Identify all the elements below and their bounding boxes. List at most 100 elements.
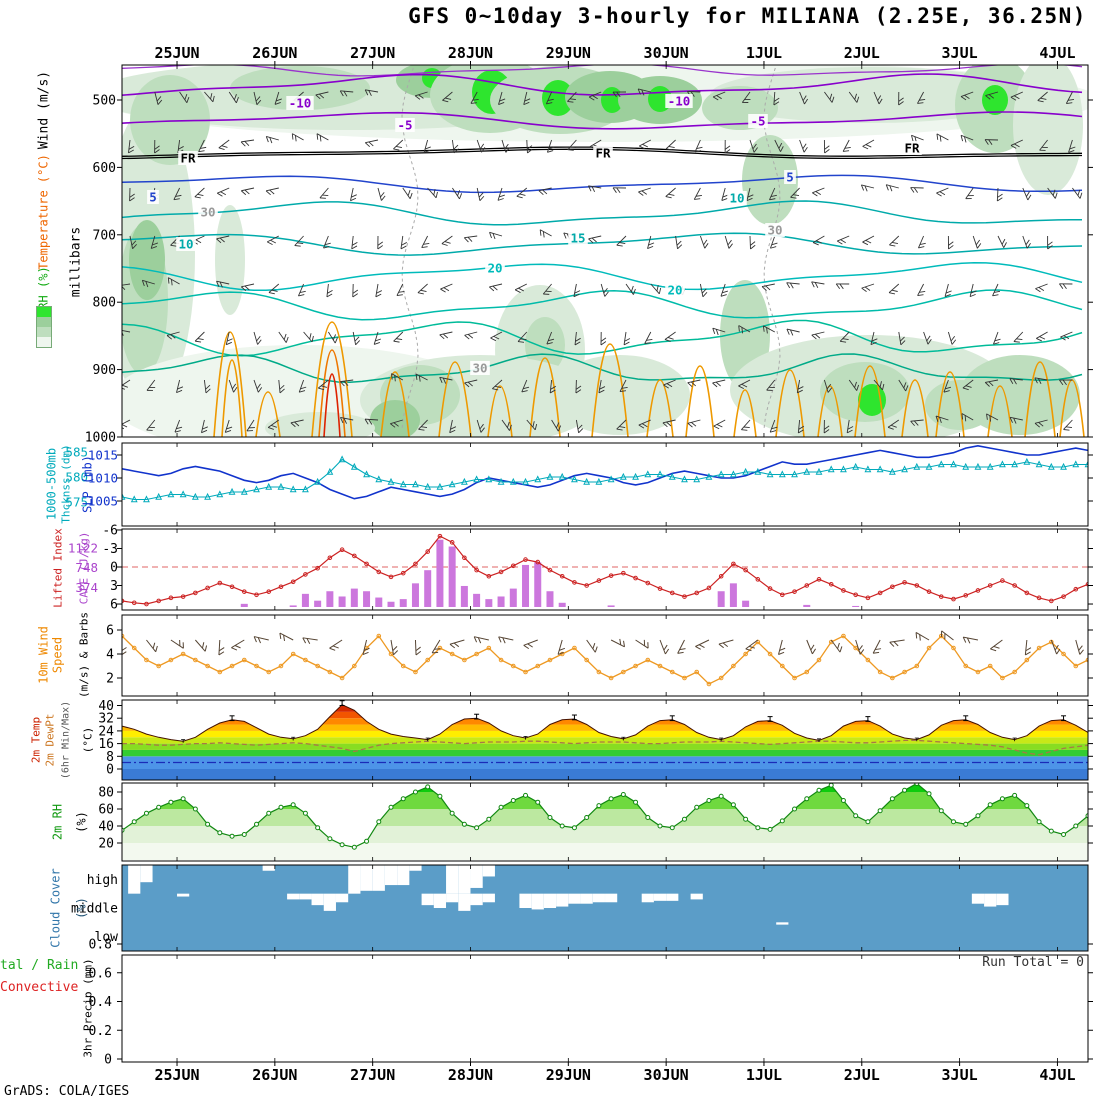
svg-text:2: 2 (106, 672, 114, 687)
svg-text:1JUL: 1JUL (746, 1066, 782, 1084)
svg-text:1000: 1000 (85, 431, 116, 446)
svg-text:26JUN: 26JUN (252, 1066, 297, 1084)
svg-text:8: 8 (106, 750, 114, 765)
svg-text:-10: -10 (289, 96, 312, 111)
svg-text:800: 800 (93, 296, 116, 311)
svg-text:16: 16 (98, 737, 114, 752)
svg-text:29JUN: 29JUN (546, 44, 591, 62)
axis-label-2m-dewpt: 2m DewPt (43, 713, 57, 767)
svg-text:Run Total = 0: Run Total = 0 (982, 955, 1084, 970)
svg-text:0: 0 (104, 1053, 112, 1068)
svg-text:15: 15 (570, 231, 585, 246)
svg-text:40: 40 (98, 820, 114, 835)
svg-text:60: 60 (98, 803, 114, 818)
svg-text:0.2: 0.2 (89, 1024, 112, 1039)
svg-text:20: 20 (667, 283, 682, 298)
svg-text:25JUN: 25JUN (154, 44, 199, 62)
svg-text:20: 20 (98, 837, 114, 852)
axis-label-temperature: Temperature (°C) (36, 154, 51, 270)
svg-text:3: 3 (110, 579, 118, 594)
svg-text:4: 4 (106, 648, 114, 663)
svg-text:585: 585 (65, 445, 88, 460)
axis-label-lifted-index: Lifted Index (51, 528, 65, 608)
svg-text:30: 30 (767, 223, 782, 238)
axis-label-2m-rh: 2m RH (50, 803, 65, 841)
svg-text:2JUL: 2JUL (844, 44, 880, 62)
svg-text:580: 580 (65, 470, 88, 485)
svg-text:-3: -3 (102, 542, 118, 557)
svg-text:1015: 1015 (88, 448, 118, 463)
svg-text:3JUL: 3JUL (942, 1066, 978, 1084)
svg-text:700: 700 (93, 228, 116, 243)
svg-text:0: 0 (110, 561, 118, 576)
svg-text:27JUN: 27JUN (350, 1066, 395, 1084)
svg-text:FR: FR (904, 141, 920, 156)
svg-text:middle: middle (71, 902, 118, 917)
svg-text:0.8: 0.8 (89, 938, 112, 953)
svg-text:575: 575 (65, 495, 88, 510)
axis-label-rh: RH (%) (36, 266, 51, 310)
svg-text:40: 40 (98, 699, 114, 714)
axis-label-2m-temp-units: (°C) (81, 726, 95, 754)
svg-text:28JUN: 28JUN (448, 1066, 493, 1084)
axis-label-10m-speed: Speed (50, 636, 65, 674)
chart-title: GFS 0~10day 3-hourly for MILIANA (2.25E,… (408, 4, 1087, 28)
svg-text:10: 10 (178, 237, 193, 252)
svg-text:-10: -10 (668, 94, 691, 109)
svg-text:30: 30 (200, 205, 215, 220)
svg-text:26JUN: 26JUN (252, 44, 297, 62)
svg-text:374: 374 (75, 580, 98, 595)
rh-colorbar-swatch-30 (37, 337, 51, 347)
svg-text:FR: FR (595, 146, 611, 161)
svg-text:27JUN: 27JUN (350, 44, 395, 62)
axis-label-2m-rh-units: (%) (74, 811, 89, 833)
rh-colorbar-swatch-50 (37, 327, 51, 337)
axis-label-cloud-cover: Cloud Cover (48, 868, 63, 948)
svg-text:748: 748 (75, 560, 98, 575)
svg-text:32: 32 (98, 712, 114, 727)
svg-text:3JUL: 3JUL (942, 44, 978, 62)
precip-convective-label: Convective (0, 980, 79, 995)
svg-text:0.6: 0.6 (89, 966, 112, 981)
svg-text:0: 0 (106, 763, 114, 778)
svg-text:1122: 1122 (68, 541, 98, 556)
svg-text:6: 6 (106, 624, 114, 639)
axis-label-thickness-1: 1000-500mb (44, 447, 59, 521)
svg-text:5: 5 (149, 190, 157, 205)
axis-label-10m-units: (m/s) & Barbs (77, 611, 91, 699)
svg-text:500: 500 (93, 94, 116, 109)
svg-text:30JUN: 30JUN (644, 44, 689, 62)
axis-label-thickness-2: Thcknss (dm) (59, 444, 73, 524)
axis-label-cloud-units: (%) (74, 897, 89, 919)
svg-text:24: 24 (98, 724, 114, 739)
svg-text:FR: FR (180, 151, 196, 166)
svg-text:25JUN: 25JUN (154, 1066, 199, 1084)
precip-total-rain-label: tal / Rain (0, 958, 79, 973)
svg-text:low: low (95, 930, 119, 945)
axis-label-10m-wind: 10m Wind (36, 626, 51, 684)
svg-text:30JUN: 30JUN (644, 1066, 689, 1084)
svg-text:-6: -6 (102, 523, 118, 538)
svg-text:10: 10 (729, 191, 744, 206)
axis-label-wind: Wind (m/s) (36, 70, 52, 150)
svg-text:0.4: 0.4 (89, 995, 113, 1010)
rh-colorbar (36, 306, 52, 348)
svg-text:80: 80 (98, 786, 114, 801)
svg-text:20: 20 (487, 261, 502, 276)
svg-text:30: 30 (472, 361, 487, 376)
svg-text:high: high (87, 873, 118, 888)
svg-text:2JUL: 2JUL (844, 1066, 880, 1084)
svg-text:29JUN: 29JUN (546, 1066, 591, 1084)
axis-label-2m-temp: 2m Temp (29, 716, 43, 764)
svg-text:5: 5 (786, 170, 794, 185)
svg-text:900: 900 (93, 363, 116, 378)
svg-text:4JUL: 4JUL (1039, 1066, 1075, 1084)
axis-label-cape: CAPE (J/kg) (77, 531, 91, 605)
svg-text:1JUL: 1JUL (746, 44, 782, 62)
svg-text:-5: -5 (397, 118, 412, 133)
svg-text:1010: 1010 (88, 471, 118, 486)
svg-text:4JUL: 4JUL (1039, 44, 1075, 62)
svg-text:6: 6 (110, 598, 118, 613)
